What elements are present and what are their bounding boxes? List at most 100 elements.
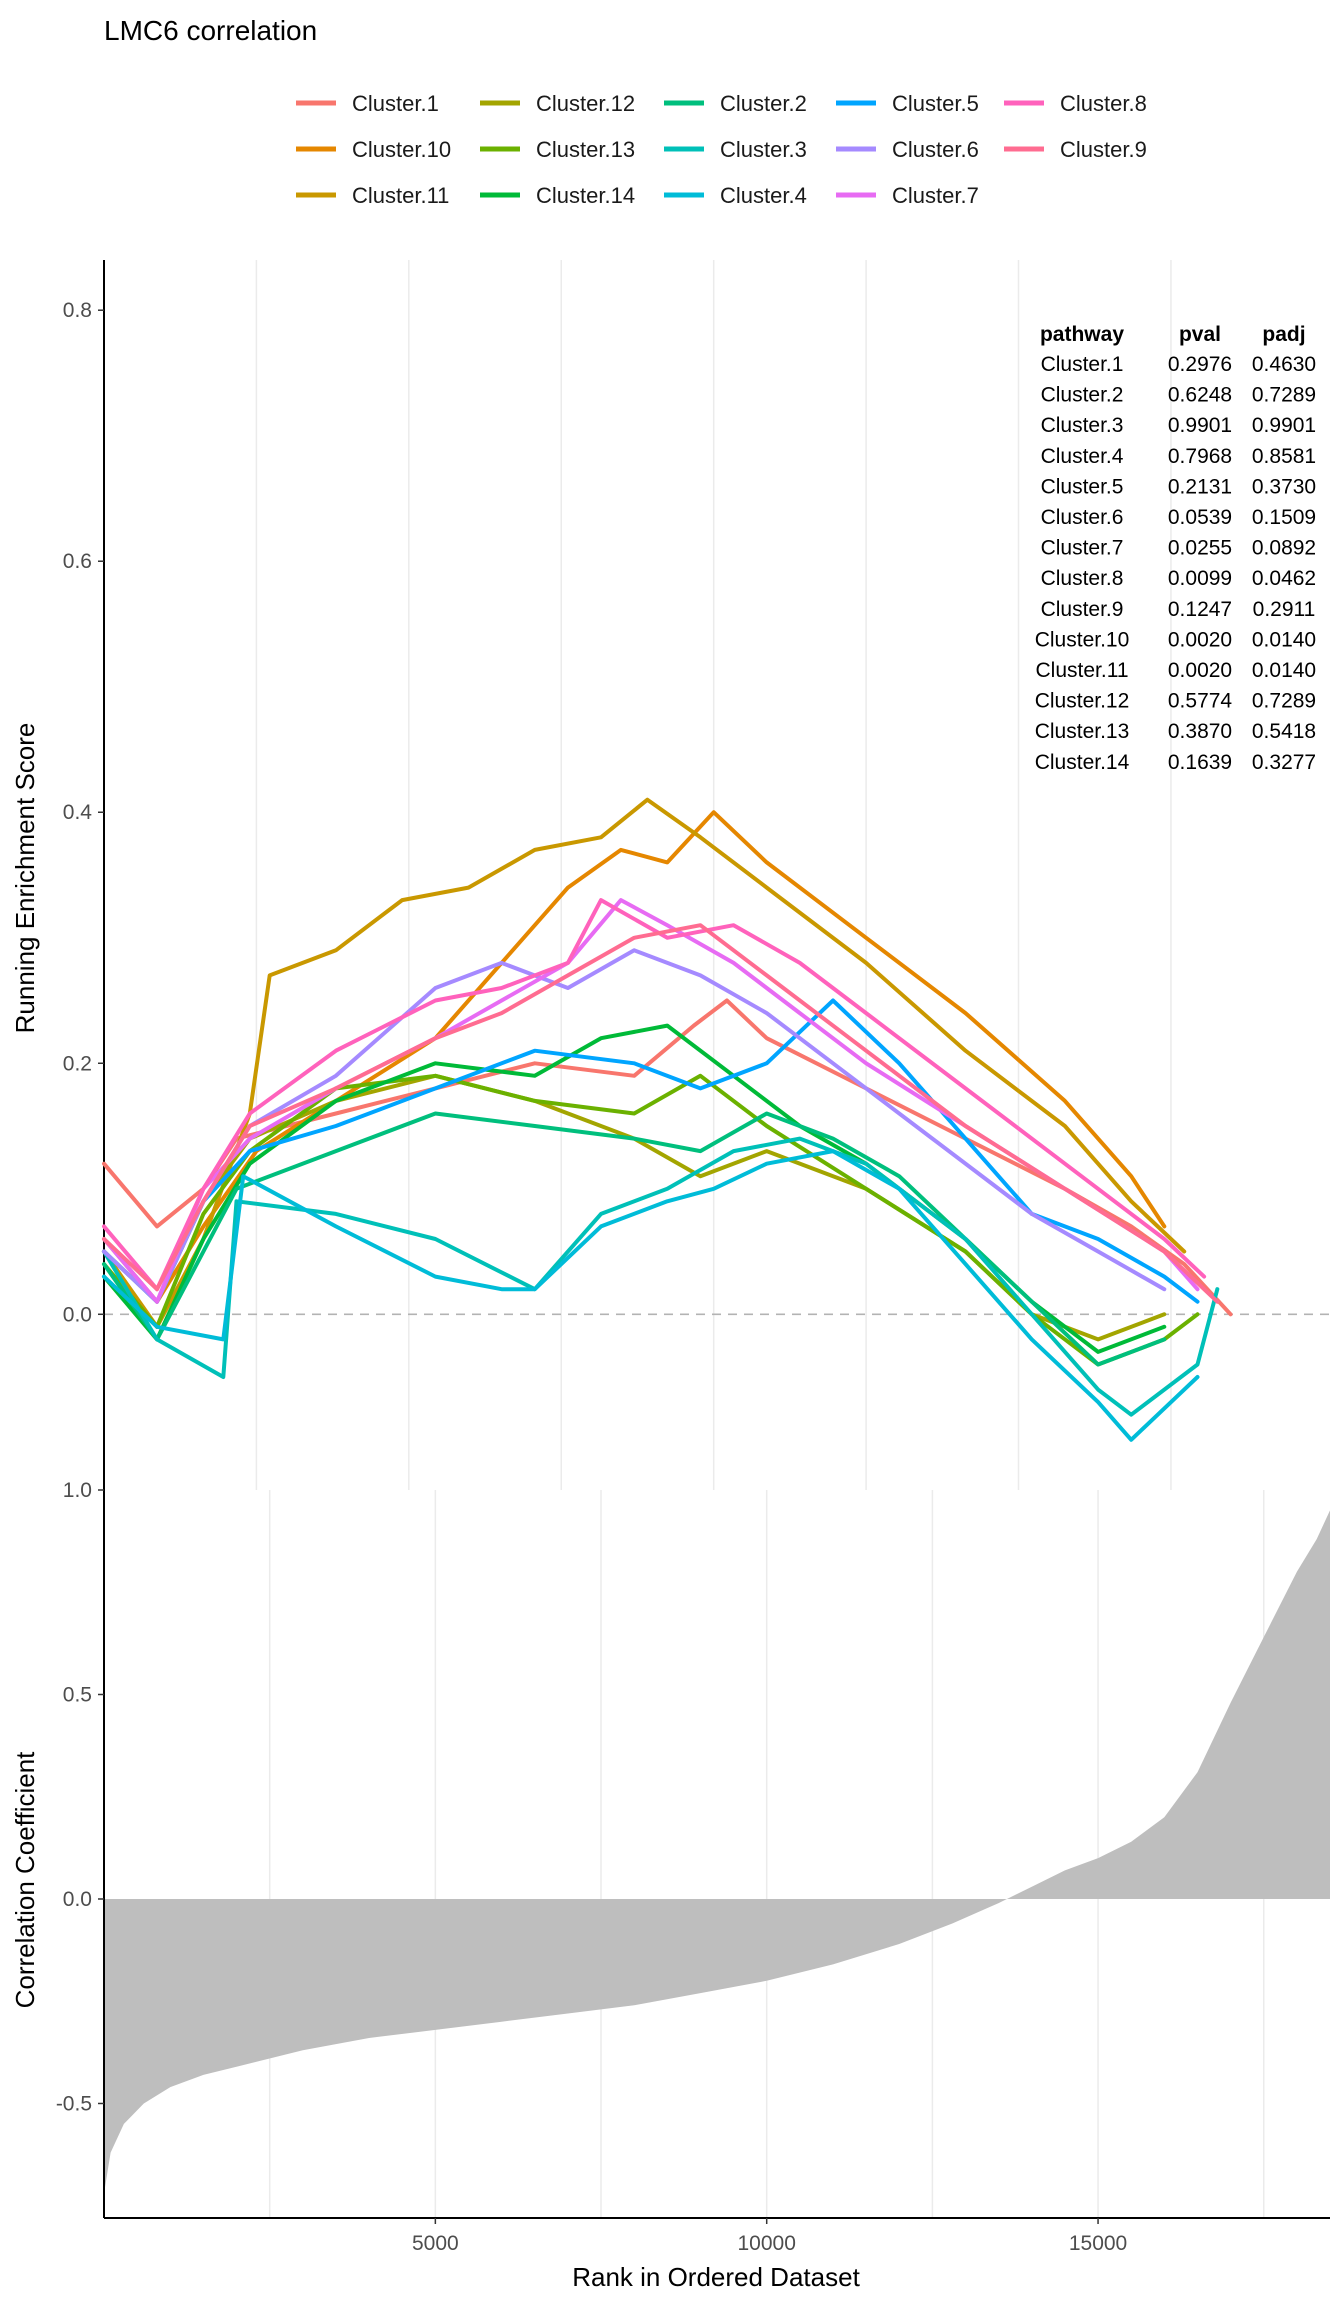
legend-label: Cluster.8 (1060, 91, 1147, 116)
stats-row: Cluster.4 0.7968 0.8581 (1041, 445, 1317, 468)
stats-cell: 0.0462 (1252, 567, 1316, 590)
legend-item-cluster-8: Cluster.8 (1004, 91, 1147, 116)
legend: Cluster.1 Cluster.10 Cluster.11 Cluster.12 C… (296, 91, 1147, 208)
legend-item-cluster-4: Cluster.4 (664, 183, 807, 208)
stats-cell: Cluster.7 (1041, 537, 1124, 560)
stats-cell: 0.7289 (1252, 690, 1316, 713)
es-y-tick-label: 0.8 (63, 299, 92, 322)
stats-cell: 0.1509 (1252, 506, 1316, 529)
legend-label: Cluster.4 (720, 183, 807, 208)
legend-label: Cluster.10 (352, 137, 451, 162)
x-axis-label: Rank in Ordered Dataset (572, 2262, 860, 2292)
es-y-axis-label: Running Enrichment Score (10, 723, 40, 1034)
legend-label: Cluster.7 (892, 183, 979, 208)
es-line-cluster-9 (102, 923, 1220, 1304)
legend-label: Cluster.3 (720, 137, 807, 162)
legend-item-cluster-13: Cluster.13 (480, 137, 635, 162)
stats-cell: 0.8581 (1252, 445, 1316, 468)
stats-row: Cluster.13 0.3870 0.5418 (1035, 720, 1316, 743)
stats-cell: Cluster.6 (1041, 506, 1124, 529)
stats-cell: 0.3870 (1168, 720, 1232, 743)
es-line-cluster-5 (102, 998, 1200, 1304)
stats-cell: Cluster.9 (1041, 598, 1124, 621)
stats-header-padj: padj (1262, 323, 1305, 346)
legend-label: Cluster.6 (892, 137, 979, 162)
legend-label: Cluster.9 (1060, 137, 1147, 162)
stats-cell: 0.2976 (1168, 353, 1232, 376)
stats-row: Cluster.12 0.5774 0.7289 (1035, 690, 1316, 713)
stats-cell: 0.1639 (1168, 751, 1232, 774)
legend-label: Cluster.2 (720, 91, 807, 116)
stats-cell: 0.2911 (1253, 598, 1316, 621)
es-line-cluster-10 (102, 810, 1167, 1304)
es-line-cluster-3 (102, 1136, 1220, 1417)
stats-row: Cluster.1 0.2976 0.4630 (1041, 353, 1317, 376)
stats-cell: Cluster.12 (1035, 690, 1130, 713)
stats-cell: 0.0892 (1252, 537, 1316, 560)
stats-cell: Cluster.13 (1035, 720, 1130, 743)
stats-cell: 0.3277 (1252, 751, 1316, 774)
stats-cell: 0.0140 (1252, 628, 1316, 651)
legend-item-cluster-9: Cluster.9 (1004, 137, 1147, 162)
stats-cell: 0.0140 (1252, 659, 1316, 682)
es-line-cluster-8 (102, 898, 1207, 1292)
stats-header-pval: pval (1179, 323, 1221, 346)
es-line-cluster-11 (102, 797, 1187, 1329)
x-tick-label: 15000 (1069, 2232, 1127, 2255)
legend-item-cluster-6: Cluster.6 (836, 137, 979, 162)
es-line-cluster-6 (102, 948, 1167, 1304)
corr-y-tick-label: 1.0 (63, 1479, 92, 1502)
stats-cell: 0.0539 (1168, 506, 1232, 529)
es-line-cluster-2 (102, 1111, 1167, 1367)
corr-y-axis-label: Correlation Coefficient (10, 1751, 40, 2009)
legend-item-cluster-5: Cluster.5 (836, 91, 979, 116)
es-y-tick-label: 0.4 (63, 801, 93, 824)
stats-cell: Cluster.5 (1041, 475, 1124, 498)
es-y-tick-label: 0.6 (63, 550, 92, 573)
es-y-tick-label: 0.0 (63, 1303, 92, 1326)
correlation-panel: -0.5 0.0 0.5 1.0 5000 10000 15000 (56, 1479, 1330, 2255)
stats-cell: 0.3730 (1252, 475, 1316, 498)
stats-row: Cluster.6 0.0539 0.1509 (1041, 506, 1317, 529)
stats-cell: Cluster.1 (1041, 353, 1124, 376)
x-tick-label: 5000 (412, 2232, 459, 2255)
stats-cell: 0.0020 (1168, 628, 1232, 651)
stats-cell: 0.0099 (1168, 567, 1232, 590)
x-tick-label: 10000 (737, 2232, 795, 2255)
stats-cell: Cluster.3 (1041, 414, 1124, 437)
stats-cell: Cluster.8 (1041, 567, 1124, 590)
stats-row: Cluster.7 0.0255 0.0892 (1041, 537, 1317, 560)
stats-header-pathway: pathway (1040, 323, 1124, 346)
stats-cell: 0.7289 (1252, 384, 1316, 407)
stats-row: Cluster.5 0.2131 0.3730 (1041, 475, 1317, 498)
legend-item-cluster-3: Cluster.3 (664, 137, 807, 162)
corr-y-tick-label: 0.0 (63, 1888, 92, 1911)
stats-cell: 0.0255 (1168, 537, 1232, 560)
enrichment-score-panel: 0.0 0.2 0.4 0.6 0.8 (63, 260, 1330, 1490)
stats-cell: 0.9901 (1252, 414, 1316, 437)
legend-item-cluster-14: Cluster.14 (480, 183, 635, 208)
legend-item-cluster-7: Cluster.7 (836, 183, 979, 208)
stats-cell: 0.0020 (1168, 659, 1232, 682)
stats-row: Cluster.3 0.9901 0.9901 (1041, 414, 1317, 437)
legend-label: Cluster.11 (352, 183, 449, 208)
legend-item-cluster-11: Cluster.11 (296, 183, 449, 208)
es-line-cluster-13 (102, 1073, 1200, 1367)
stats-row: Cluster.2 0.6248 0.7289 (1041, 384, 1317, 407)
stats-cell: 0.4630 (1252, 353, 1316, 376)
legend-label: Cluster.12 (536, 91, 635, 116)
stats-row: Cluster.9 0.1247 0.2911 (1041, 598, 1316, 621)
stats-cell: Cluster.14 (1035, 751, 1130, 774)
legend-item-cluster-2: Cluster.2 (664, 91, 807, 116)
legend-label: Cluster.5 (892, 91, 979, 116)
stats-cell: 0.5418 (1252, 720, 1316, 743)
es-line-cluster-4 (102, 1149, 1200, 1442)
es-y-tick-label: 0.2 (63, 1052, 92, 1075)
legend-label: Cluster.1 (352, 91, 439, 116)
chart-title: LMC6 correlation (104, 15, 317, 46)
stats-row: Cluster.14 0.1639 0.3277 (1035, 751, 1316, 774)
stats-cell: 0.7968 (1168, 445, 1232, 468)
correlation-area (104, 1510, 1330, 2194)
